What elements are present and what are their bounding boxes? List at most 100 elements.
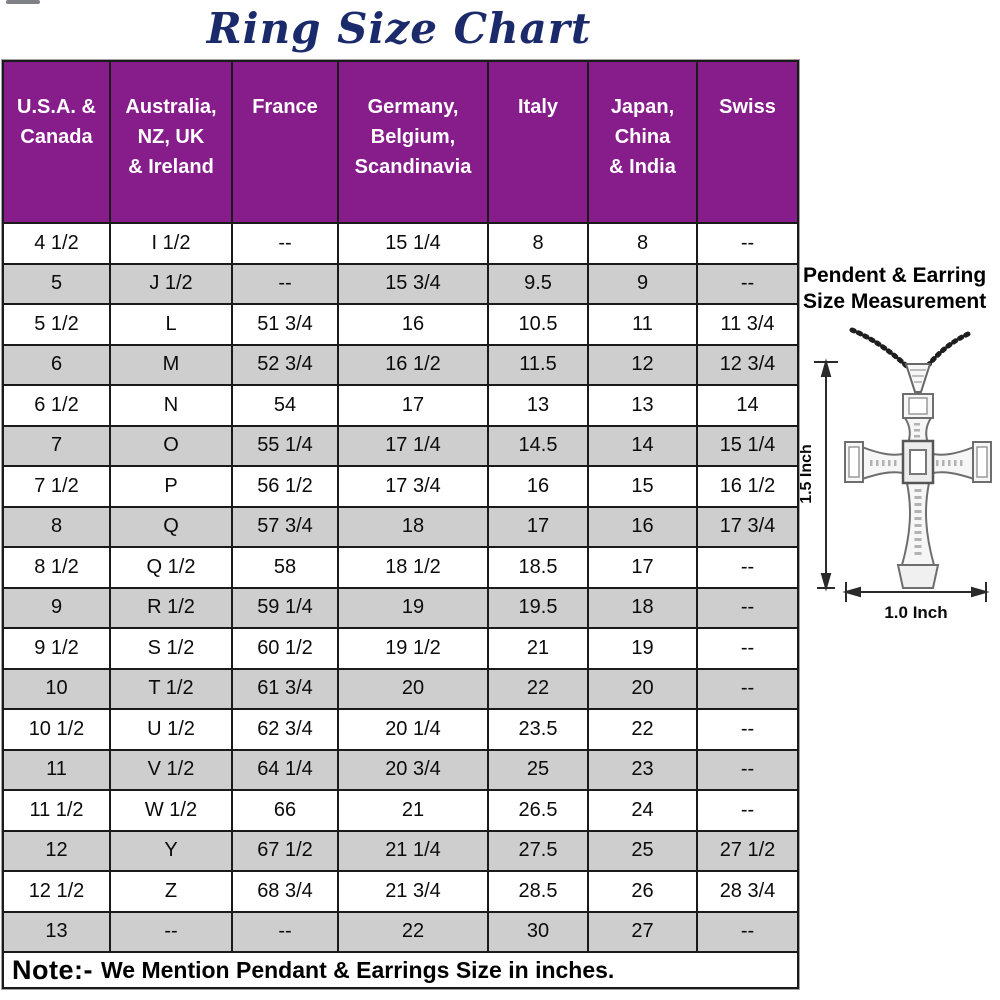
table-cell: 17 3/4 <box>337 465 489 508</box>
table-cell: 15 1/4 <box>337 222 489 265</box>
column-header-usa-canada: U.S.A. & Canada <box>2 60 111 224</box>
table-cell: 64 1/4 <box>231 748 339 791</box>
table-cell: 16 1/2 <box>337 343 489 386</box>
table-cell: 16 1/2 <box>696 465 799 508</box>
table-cell: W 1/2 <box>109 789 233 832</box>
table-cell: 27.5 <box>487 829 589 872</box>
column-header-italy: Italy <box>487 60 589 224</box>
table-cell: 19 <box>587 627 698 670</box>
table-cell: 59 1/4 <box>231 586 339 629</box>
table-cell: 14.5 <box>487 424 589 467</box>
table-cell: 5 1/2 <box>2 303 111 346</box>
ring-size-table: U.S.A. & Canada Australia, NZ, UK & Irel… <box>1 59 800 990</box>
table-cell: N <box>109 384 233 427</box>
table-row: 6 1/2 N 54 17 13 13 14 <box>2 384 799 427</box>
table-cell: 30 <box>487 910 589 953</box>
table-row: 7 1/2 P 56 1/2 17 3/4 16 15 16 1/2 <box>2 465 799 508</box>
table-cell: 18 <box>587 586 698 629</box>
table-header-row: U.S.A. & Canada Australia, NZ, UK & Irel… <box>2 60 799 224</box>
table-cell: 21 1/4 <box>337 829 489 872</box>
table-cell: 7 1/2 <box>2 465 111 508</box>
table-cell: 8 <box>487 222 589 265</box>
table-cell: 51 3/4 <box>231 303 339 346</box>
table-cell: 14 <box>587 424 698 467</box>
table-cell: 52 3/4 <box>231 343 339 386</box>
width-measure-arrow <box>842 582 990 602</box>
table-cell: 10 1/2 <box>2 708 111 751</box>
table-cell: 66 <box>231 789 339 832</box>
crystal-texture <box>870 423 966 559</box>
table-row: 6 M 52 3/4 16 1/2 11.5 12 12 3/4 <box>2 343 799 386</box>
width-label: 1.0 Inch <box>884 603 947 622</box>
table-cell: 15 3/4 <box>337 262 489 305</box>
table-cell: 13 <box>487 384 589 427</box>
table-cell: 20 1/4 <box>337 708 489 751</box>
note-label: Note:- <box>12 954 93 985</box>
table-cell: V 1/2 <box>109 748 233 791</box>
table-cell: 17 3/4 <box>696 505 799 548</box>
table-cell: 16 <box>487 465 589 508</box>
table-cell: 13 <box>587 384 698 427</box>
table-cell: O <box>109 424 233 467</box>
table-cell: Q <box>109 505 233 548</box>
page-title: Ring Size Chart <box>206 4 592 53</box>
table-cell: 16 <box>587 505 698 548</box>
table-cell: 19.5 <box>487 586 589 629</box>
table-cell: -- <box>696 708 799 751</box>
table-cell: -- <box>696 222 799 265</box>
table-cell: -- <box>231 222 339 265</box>
table-cell: 56 1/2 <box>231 465 339 508</box>
table-cell: M <box>109 343 233 386</box>
table-cell: 21 3/4 <box>337 870 489 913</box>
ring-size-conversion-table: U.S.A. & Canada Australia, NZ, UK & Irel… <box>2 60 799 953</box>
column-header-japan-china-india: Japan, China & India <box>587 60 698 224</box>
table-row: 4 1/2 I 1/2 -- 15 1/4 8 8 -- <box>2 222 799 265</box>
pendant-bail <box>904 363 932 393</box>
table-row: 8 Q 57 3/4 18 17 16 17 3/4 <box>2 505 799 548</box>
side-panel-title-line2: Size Measurement <box>803 290 987 313</box>
table-cell: 25 <box>587 829 698 872</box>
table-cell: 17 <box>587 546 698 589</box>
table-cell: -- <box>696 262 799 305</box>
table-cell: 26.5 <box>487 789 589 832</box>
table-cell: 10.5 <box>487 303 589 346</box>
table-cell: 18 <box>337 505 489 548</box>
table-cell: Y <box>109 829 233 872</box>
table-cell: 6 1/2 <box>2 384 111 427</box>
table-cell: 4 1/2 <box>2 222 111 265</box>
table-cell: 15 1/4 <box>696 424 799 467</box>
table-cell: 62 3/4 <box>231 708 339 751</box>
pendant-measurement-diagram: 1.5 Inch 1.0 Inch <box>800 327 992 622</box>
table-row: 11 1/2 W 1/2 66 21 26.5 24 -- <box>2 789 799 832</box>
table-row: 10 T 1/2 61 3/4 20 22 20 -- <box>2 667 799 710</box>
table-cell: U 1/2 <box>109 708 233 751</box>
table-cell: 21 <box>487 627 589 670</box>
table-cell: 67 1/2 <box>231 829 339 872</box>
table-cell: R 1/2 <box>109 586 233 629</box>
height-measure-arrow <box>814 358 838 592</box>
table-cell: 12 3/4 <box>696 343 799 386</box>
table-cell: 8 <box>2 505 111 548</box>
table-cell: 18.5 <box>487 546 589 589</box>
table-cell: 58 <box>231 546 339 589</box>
table-cell: 5 <box>2 262 111 305</box>
table-cell: 9 <box>587 262 698 305</box>
table-row: 11 V 1/2 64 1/4 20 3/4 25 23 -- <box>2 748 799 791</box>
table-row: 12 1/2 Z 68 3/4 21 3/4 28.5 26 28 3/4 <box>2 870 799 913</box>
table-cell: 11.5 <box>487 343 589 386</box>
side-panel-title-line1: Pendent & Earring <box>803 264 987 287</box>
column-header-germany-belgium-scandinavia: Germany, Belgium, Scandinavia <box>337 60 489 224</box>
table-cell: 11 <box>2 748 111 791</box>
table-cell: 25 <box>487 748 589 791</box>
table-cell: 9 1/2 <box>2 627 111 670</box>
table-cell: 11 1/2 <box>2 789 111 832</box>
table-cell: 27 1/2 <box>696 829 799 872</box>
table-row: 5 1/2 L 51 3/4 16 10.5 11 11 3/4 <box>2 303 799 346</box>
note-text: We Mention Pendant & Earrings Size in in… <box>100 956 615 983</box>
table-cell: P <box>109 465 233 508</box>
height-label: 1.5 Inch <box>800 444 815 504</box>
table-cell: 24 <box>587 789 698 832</box>
column-header-swiss: Swiss <box>696 60 799 224</box>
